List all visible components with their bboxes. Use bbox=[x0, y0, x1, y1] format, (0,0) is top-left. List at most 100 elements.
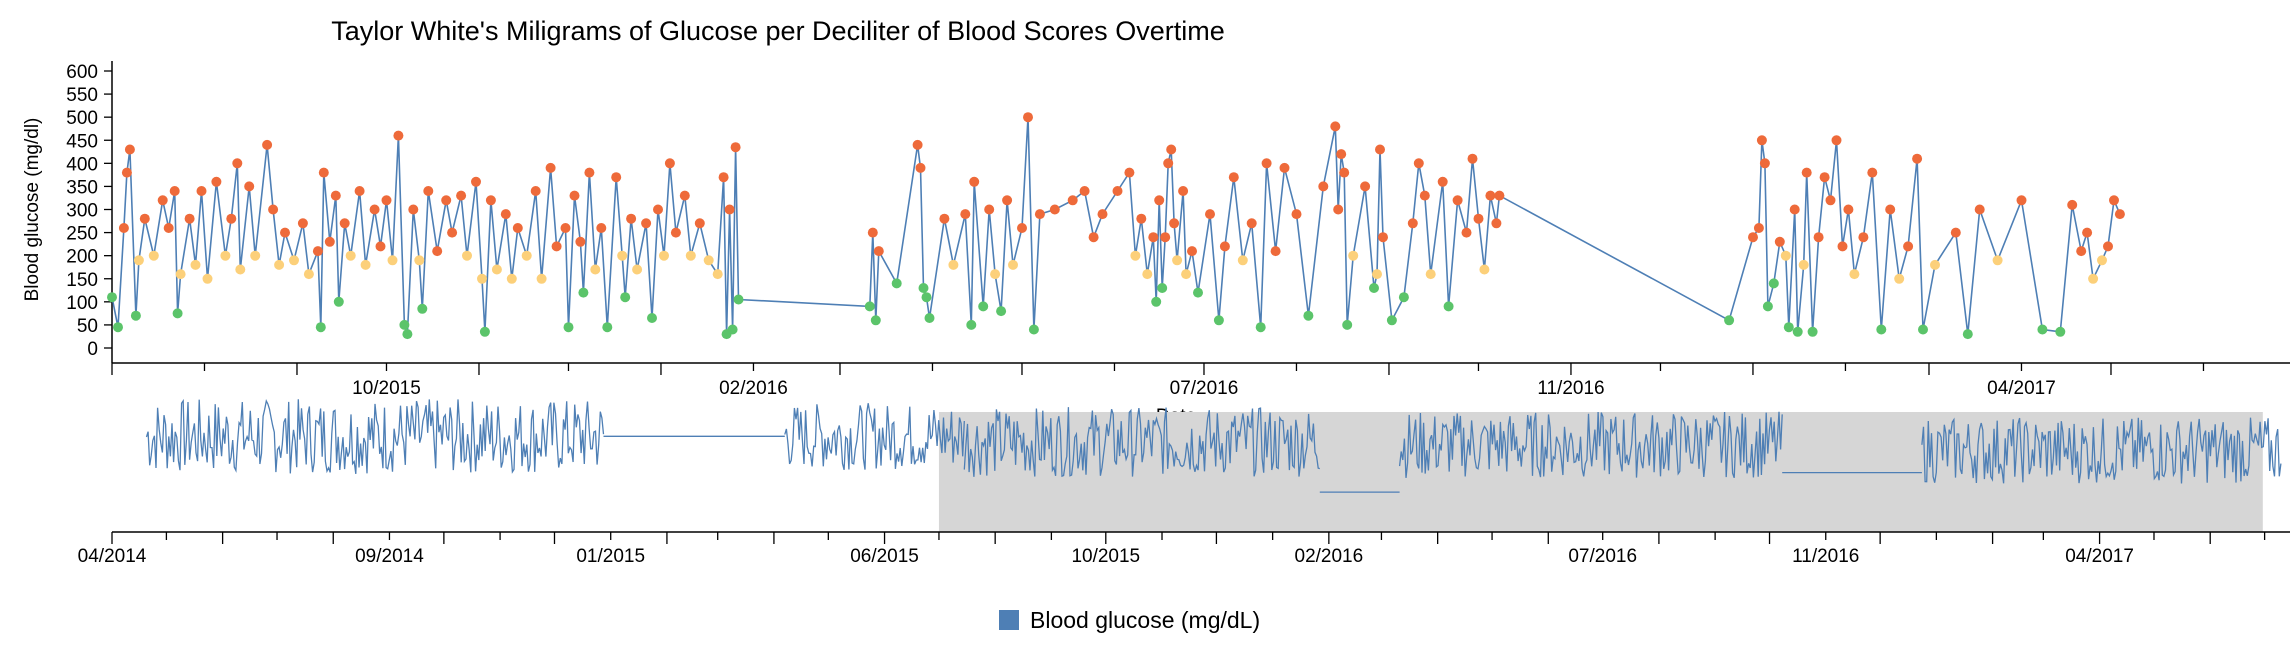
glucose-point[interactable] bbox=[948, 259, 959, 270]
glucose-point[interactable] bbox=[1067, 195, 1078, 206]
glucose-point[interactable] bbox=[2097, 255, 2107, 266]
glucose-point[interactable] bbox=[1219, 241, 1230, 252]
glucose-point[interactable] bbox=[491, 264, 502, 275]
glucose-point[interactable] bbox=[1172, 255, 1183, 266]
glucose-point[interactable] bbox=[960, 209, 971, 220]
glucose-point[interactable] bbox=[1017, 223, 1027, 233]
glucose-point[interactable] bbox=[694, 218, 705, 229]
glucose-point[interactable] bbox=[1318, 181, 1329, 192]
glucose-point[interactable] bbox=[250, 250, 261, 261]
glucose-point[interactable] bbox=[1348, 250, 1359, 261]
glucose-point[interactable] bbox=[485, 195, 496, 206]
glucose-point[interactable] bbox=[1375, 144, 1385, 155]
glucose-point[interactable] bbox=[462, 250, 472, 261]
glucose-point[interactable] bbox=[139, 213, 150, 224]
glucose-point[interactable] bbox=[318, 167, 329, 178]
glucose-point[interactable] bbox=[1261, 158, 1272, 169]
glucose-point[interactable] bbox=[730, 142, 741, 153]
glucose-point[interactable] bbox=[1166, 144, 1177, 155]
glucose-point[interactable] bbox=[402, 329, 413, 340]
glucose-point[interactable] bbox=[620, 292, 631, 303]
glucose-point[interactable] bbox=[1843, 204, 1854, 215]
glucose-point[interactable] bbox=[262, 139, 273, 150]
glucose-point[interactable] bbox=[417, 303, 428, 314]
glucose-point[interactable] bbox=[1151, 296, 1162, 307]
glucose-point[interactable] bbox=[1049, 204, 1060, 215]
glucose-point[interactable] bbox=[1903, 241, 1914, 252]
glucose-point[interactable] bbox=[1291, 209, 1302, 220]
glucose-point[interactable] bbox=[1912, 153, 1923, 164]
glucose-point[interactable] bbox=[387, 255, 398, 266]
glucose-point[interactable] bbox=[202, 273, 213, 284]
glucose-point[interactable] bbox=[1443, 301, 1454, 312]
glucose-point[interactable] bbox=[1783, 322, 1794, 333]
glucose-point[interactable] bbox=[891, 278, 902, 289]
glucose-point[interactable] bbox=[1748, 232, 1758, 243]
glucose-point[interactable] bbox=[1079, 186, 1090, 196]
glucose-point[interactable] bbox=[1780, 250, 1791, 261]
glucose-point[interactable] bbox=[315, 322, 326, 333]
glucose-point[interactable] bbox=[1112, 186, 1123, 196]
glucose-point[interactable] bbox=[563, 322, 574, 333]
glucose-point[interactable] bbox=[1849, 269, 1860, 280]
glucose-point[interactable] bbox=[1425, 269, 1436, 280]
glucose-point[interactable] bbox=[297, 218, 308, 229]
glucose-point[interactable] bbox=[1336, 149, 1347, 160]
glucose-point[interactable] bbox=[506, 273, 517, 284]
glucose-point[interactable] bbox=[670, 227, 681, 238]
glucose-point[interactable] bbox=[399, 319, 410, 330]
glucose-point[interactable] bbox=[1028, 324, 1039, 335]
glucose-point[interactable] bbox=[330, 190, 341, 201]
glucose-point[interactable] bbox=[653, 204, 663, 215]
glucose-point[interactable] bbox=[870, 315, 881, 326]
glucose-point[interactable] bbox=[107, 292, 117, 303]
glucose-point[interactable] bbox=[1437, 176, 1448, 187]
glucose-point[interactable] bbox=[1142, 269, 1153, 280]
glucose-point[interactable] bbox=[1187, 246, 1197, 257]
glucose-point[interactable] bbox=[921, 292, 932, 303]
glucose-point[interactable] bbox=[1756, 135, 1767, 146]
glucose-point[interactable] bbox=[1930, 259, 1940, 270]
glucose-point[interactable] bbox=[590, 264, 601, 275]
glucose-point[interactable] bbox=[1034, 209, 1045, 220]
glucose-point[interactable] bbox=[479, 326, 490, 337]
glucose-point[interactable] bbox=[1413, 158, 1424, 169]
glucose-point[interactable] bbox=[2103, 241, 2113, 252]
glucose-point[interactable] bbox=[232, 158, 243, 169]
glucose-point[interactable] bbox=[611, 172, 622, 183]
glucose-point[interactable] bbox=[1279, 162, 1290, 173]
glucose-point[interactable] bbox=[1213, 315, 1224, 326]
glucose-point[interactable] bbox=[712, 269, 723, 280]
glucose-point[interactable] bbox=[1193, 287, 1203, 298]
glucose-point[interactable] bbox=[268, 204, 279, 215]
glucose-point[interactable] bbox=[596, 223, 607, 233]
glucose-point[interactable] bbox=[1837, 241, 1848, 252]
glucose-point[interactable] bbox=[1205, 209, 1215, 220]
glucose-point[interactable] bbox=[1452, 195, 1463, 206]
glucose-point[interactable] bbox=[536, 273, 547, 284]
glucose-point[interactable] bbox=[512, 223, 523, 233]
glucose-point[interactable] bbox=[718, 172, 729, 183]
glucose-point[interactable] bbox=[333, 296, 344, 307]
glucose-point[interactable] bbox=[1023, 112, 1033, 123]
glucose-point[interactable] bbox=[274, 259, 285, 270]
glucose-point[interactable] bbox=[984, 204, 995, 215]
glucose-point[interactable] bbox=[118, 223, 129, 233]
glucose-point[interactable] bbox=[226, 213, 237, 224]
glucose-point[interactable] bbox=[551, 241, 562, 252]
glucose-point[interactable] bbox=[1386, 315, 1397, 326]
glucose-point[interactable] bbox=[685, 250, 696, 261]
glucose-point[interactable] bbox=[2109, 195, 2119, 206]
glucose-point[interactable] bbox=[1491, 218, 1502, 229]
glucose-point[interactable] bbox=[1178, 186, 1189, 196]
glucose-point[interactable] bbox=[1825, 195, 1836, 206]
glucose-point[interactable] bbox=[1148, 232, 1159, 243]
glucose-point[interactable] bbox=[441, 195, 452, 206]
glucose-point[interactable] bbox=[1798, 259, 1809, 270]
glucose-point[interactable] bbox=[1918, 324, 1928, 335]
glucose-point[interactable] bbox=[1419, 190, 1430, 201]
glucose-point[interactable] bbox=[121, 167, 132, 178]
glucose-point[interactable] bbox=[235, 264, 246, 275]
glucose-point[interactable] bbox=[1154, 195, 1165, 206]
glucose-point[interactable] bbox=[1473, 213, 1484, 224]
